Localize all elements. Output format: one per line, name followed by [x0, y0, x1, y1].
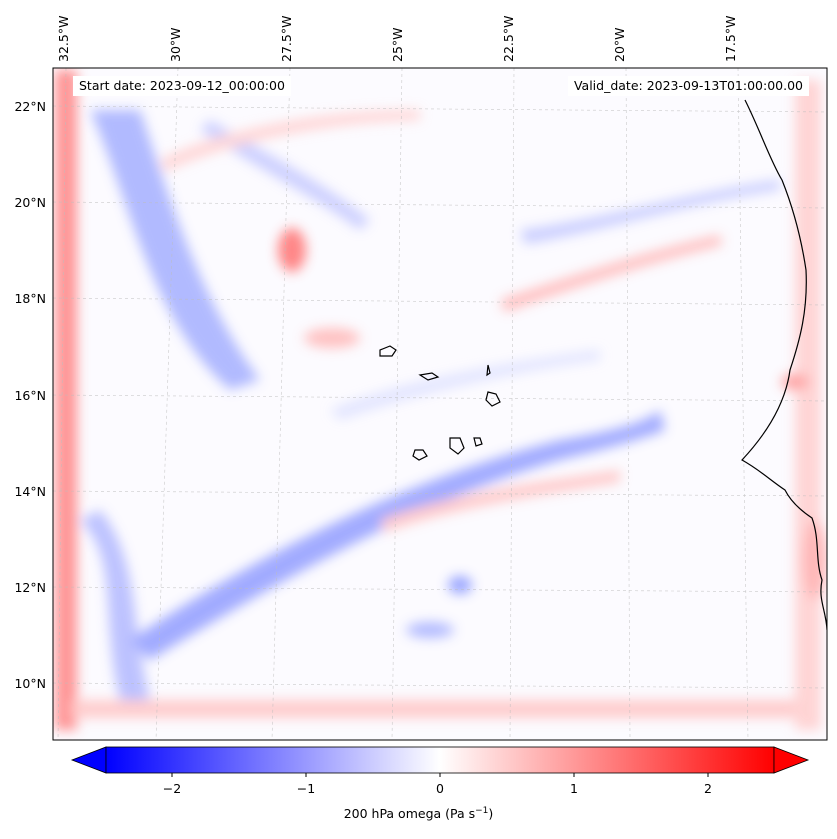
lon-tick-label: 27.5°W — [279, 16, 294, 62]
colorbar-extend-low — [70, 746, 107, 774]
lat-tick-label: 12°N — [14, 580, 46, 595]
coastline — [379, 99, 827, 631]
colorbar-tick-label: 1 — [570, 781, 578, 796]
colorbar-label: 200 hPa omega (Pa s−1) — [0, 806, 837, 821]
valid-date-label: Valid_date: 2023-09-13T01:00:00.00 — [567, 76, 809, 96]
omega-field — [53, 68, 827, 740]
lon-tick-label: 25°W — [390, 27, 405, 62]
lon-tick-label: 20°W — [612, 27, 627, 62]
lon-tick-label: 32.5°W — [56, 16, 71, 62]
colorbar-tick-label: 2 — [704, 781, 712, 796]
colorbar-ticks — [171, 773, 709, 777]
colorbar-gradient — [105, 746, 775, 774]
lat-tick-label: 10°N — [14, 676, 46, 691]
lat-tick-labels: 22°N 20°N 18°N 16°N 14°N 12°N 10°N — [14, 99, 46, 691]
lon-tick-label: 17.5°W — [723, 16, 738, 62]
map-frame — [52, 67, 828, 741]
lat-tick-label: 20°N — [14, 195, 46, 210]
colorbar-tick-label: −2 — [163, 781, 181, 796]
gridlines — [53, 68, 827, 740]
colorbar: −2 −1 0 1 2 — [70, 746, 810, 796]
colorbar-label-exponent: −1 — [475, 806, 489, 816]
lon-tick-labels: 32.5°W 30°W 27.5°W 25°W 22.5°W 20°W 17.5… — [56, 16, 738, 62]
colorbar-tick-label: −1 — [297, 781, 315, 796]
start-date-label: Start date: 2023-09-12_00:00:00 — [73, 76, 291, 96]
colorbar-label-close: ) — [488, 806, 494, 822]
lat-tick-label: 18°N — [14, 291, 46, 306]
colorbar-tick-label: 0 — [436, 781, 444, 796]
lon-tick-label: 30°W — [168, 27, 183, 62]
lat-tick-label: 16°N — [14, 388, 46, 403]
lat-tick-label: 14°N — [14, 484, 46, 499]
colorbar-label-text: 200 hPa omega (Pa s — [343, 806, 476, 822]
lat-tick-label: 22°N — [14, 99, 46, 114]
lon-tick-label: 22.5°W — [501, 16, 516, 62]
colorbar-extend-high — [773, 746, 810, 774]
